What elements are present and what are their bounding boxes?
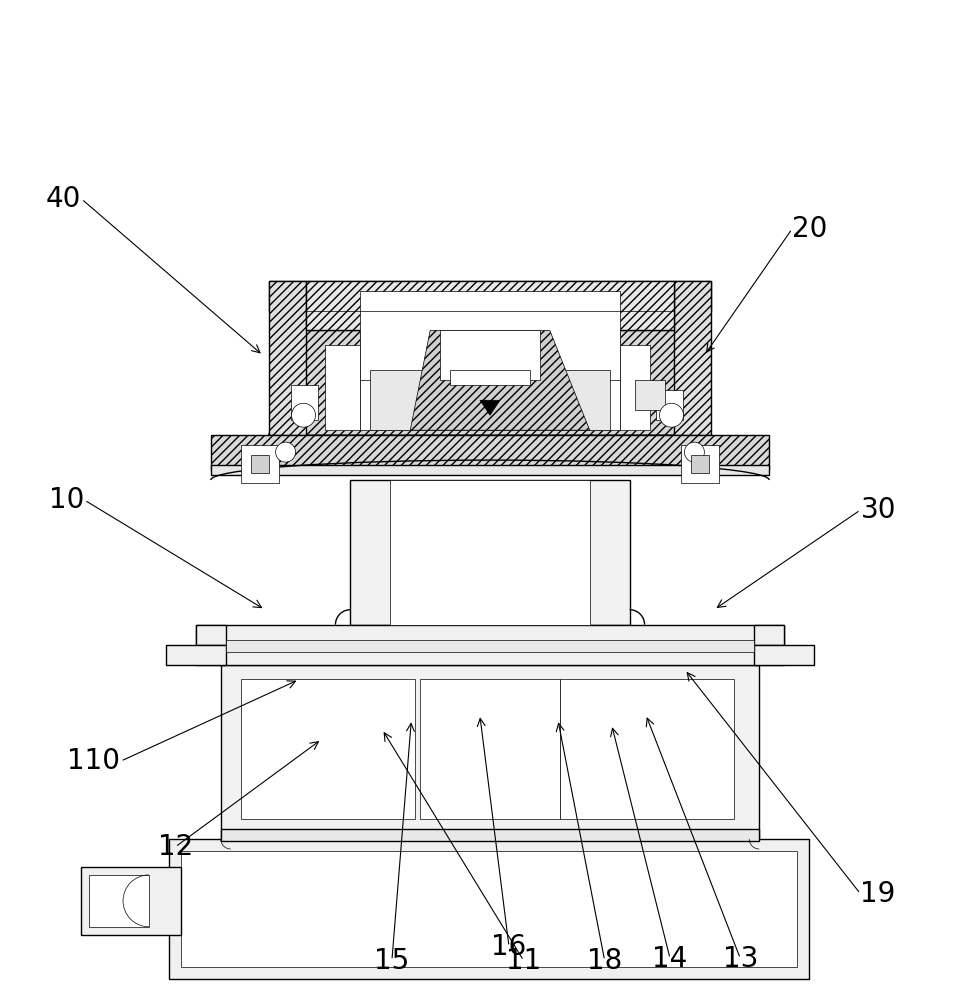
- Text: 12: 12: [157, 833, 193, 861]
- Text: 20: 20: [791, 215, 826, 243]
- Text: 10: 10: [49, 486, 84, 514]
- Polygon shape: [479, 400, 500, 415]
- Bar: [221, 829, 759, 841]
- Circle shape: [291, 403, 315, 427]
- Bar: [196, 625, 783, 665]
- Bar: [250, 455, 268, 473]
- Bar: [440, 330, 539, 380]
- Bar: [165, 645, 226, 665]
- Bar: [634, 380, 664, 410]
- Text: 11: 11: [506, 947, 541, 975]
- Bar: [241, 679, 415, 819]
- Bar: [690, 455, 709, 473]
- Bar: [753, 645, 814, 665]
- Bar: [681, 445, 719, 483]
- Bar: [196, 625, 226, 645]
- Text: 15: 15: [374, 947, 409, 975]
- Text: 30: 30: [860, 496, 895, 524]
- Bar: [241, 445, 279, 483]
- Bar: [89, 875, 149, 927]
- Bar: [181, 851, 796, 967]
- Circle shape: [276, 442, 295, 462]
- Circle shape: [684, 442, 703, 462]
- Circle shape: [659, 403, 683, 427]
- Bar: [390, 480, 589, 625]
- Text: 40: 40: [46, 185, 81, 213]
- Bar: [268, 281, 711, 311]
- Bar: [655, 390, 683, 420]
- Bar: [450, 370, 529, 385]
- Bar: [226, 640, 753, 652]
- Text: 19: 19: [860, 880, 895, 908]
- Bar: [221, 665, 759, 839]
- Polygon shape: [268, 330, 711, 435]
- Polygon shape: [410, 330, 589, 430]
- Bar: [420, 679, 559, 819]
- Bar: [350, 480, 629, 625]
- Text: 14: 14: [651, 945, 687, 973]
- Text: 18: 18: [587, 947, 622, 975]
- Bar: [268, 281, 305, 435]
- Bar: [210, 465, 769, 475]
- Bar: [290, 385, 318, 420]
- Polygon shape: [360, 330, 619, 430]
- Bar: [753, 625, 783, 645]
- Bar: [210, 435, 769, 470]
- Bar: [169, 839, 808, 979]
- Bar: [360, 291, 619, 380]
- Polygon shape: [370, 370, 609, 430]
- Bar: [559, 679, 734, 819]
- Bar: [81, 867, 181, 935]
- Text: 16: 16: [491, 933, 526, 961]
- Bar: [305, 281, 674, 330]
- Text: 110: 110: [67, 747, 120, 775]
- Polygon shape: [619, 345, 648, 430]
- Bar: [674, 281, 711, 435]
- Polygon shape: [325, 345, 360, 430]
- Text: 13: 13: [722, 945, 757, 973]
